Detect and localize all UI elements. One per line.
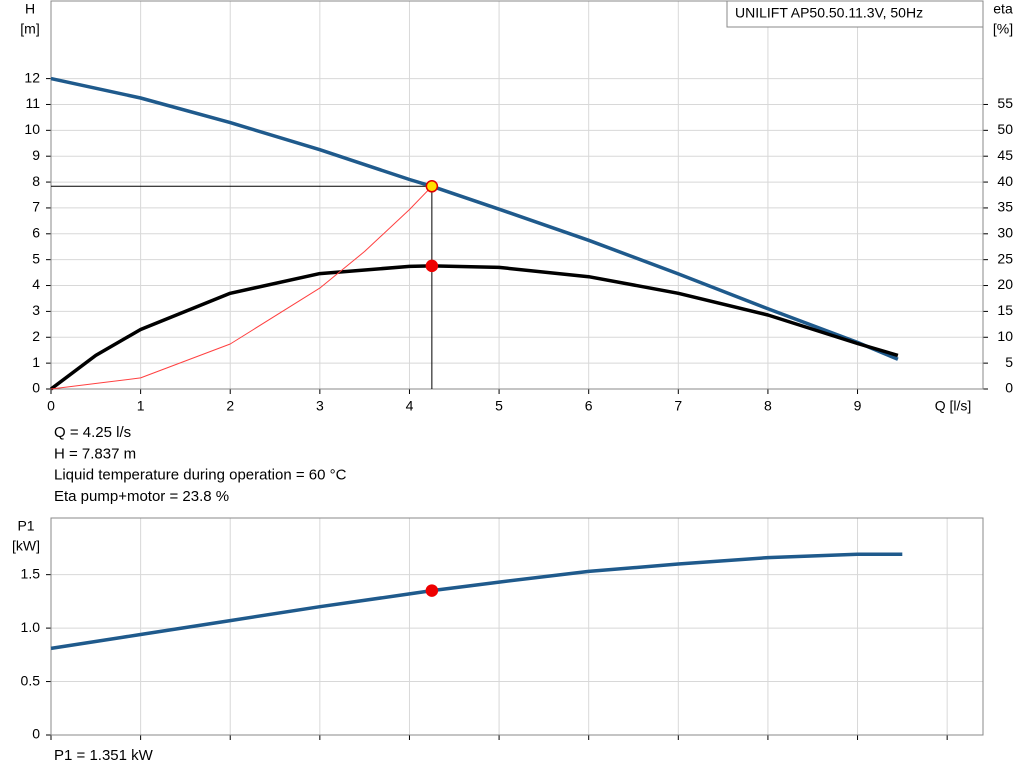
y-tick-label: 1.5 [21, 565, 41, 581]
x-tick-label: 6 [585, 398, 593, 414]
operating-point [425, 259, 439, 273]
info-text: P1 = 1.351 kW [54, 747, 154, 764]
x-tick-label: 0 [47, 398, 55, 414]
y2-tick-label: 0 [1005, 380, 1013, 396]
y-tick-label: 7 [32, 199, 40, 215]
y2-tick-label: 5 [1005, 354, 1013, 370]
y2-tick-label: 35 [997, 199, 1013, 215]
x-tick-label: 3 [316, 398, 324, 414]
plot-frame [50, 0, 984, 390]
y2-tick-label: 45 [997, 147, 1013, 163]
y-axis-label: [kW] [12, 538, 40, 554]
curve [50, 76, 899, 361]
operating-point [425, 180, 439, 193]
y-tick-label: 4 [32, 276, 40, 292]
y-tick-label: 0.5 [21, 672, 41, 688]
x-tick-label: 8 [764, 398, 772, 414]
y2-tick-label: 20 [997, 276, 1013, 292]
legend-box [726, 0, 984, 28]
y2-tick-label: 25 [997, 250, 1013, 266]
y-axis-label: [m] [20, 21, 39, 37]
info-text: Q = 4.25 l/s [54, 424, 131, 441]
y2-tick-label: 30 [997, 225, 1013, 241]
y2-tick-label: 15 [997, 302, 1013, 318]
x-tick-label: 7 [674, 398, 682, 414]
curve [50, 552, 903, 651]
y-tick-label: 1.0 [21, 619, 41, 635]
y-axis-label: H [25, 1, 35, 17]
x-tick-label: 5 [495, 398, 503, 414]
y-tick-label: 5 [32, 250, 40, 266]
y-tick-label: 2 [32, 328, 40, 344]
info-text: Liquid temperature during operation = 60… [54, 467, 347, 484]
x-axis-label: Q [l/s] [935, 398, 972, 414]
x-tick-label: 2 [226, 398, 234, 414]
y-tick-label: 3 [32, 302, 40, 318]
y2-axis-label: [%] [993, 21, 1013, 37]
info-text: H = 7.837 m [54, 445, 136, 462]
operating-point [425, 584, 439, 597]
y-tick-label: 1 [32, 354, 40, 370]
x-tick-label: 4 [406, 398, 414, 414]
y-tick-label: 9 [32, 147, 40, 163]
y-tick-label: 8 [32, 173, 40, 189]
y-axis-label: P1 [17, 518, 34, 534]
x-tick-label: 1 [137, 398, 145, 414]
plot-frame [50, 517, 984, 736]
y-tick-label: 0 [32, 380, 40, 396]
curve [49, 264, 899, 391]
y-tick-label: 6 [32, 225, 40, 241]
y2-axis-label: eta [993, 1, 1013, 17]
y-tick-label: 10 [24, 121, 40, 137]
curve [50, 185, 433, 390]
y2-tick-label: 10 [997, 328, 1013, 344]
x-tick-label: 9 [854, 398, 862, 414]
y-tick-label: 11 [25, 95, 40, 111]
info-text: Eta pump+motor = 23.8 % [54, 488, 229, 505]
y2-tick-label: 40 [997, 173, 1013, 189]
y2-tick-label: 50 [997, 121, 1013, 137]
legend-title: UNILIFT AP50.50.11.3V, 50Hz [735, 5, 923, 21]
y2-tick-label: 55 [997, 95, 1013, 111]
y-tick-label: 12 [24, 69, 40, 85]
y-tick-label: 0 [32, 726, 40, 742]
